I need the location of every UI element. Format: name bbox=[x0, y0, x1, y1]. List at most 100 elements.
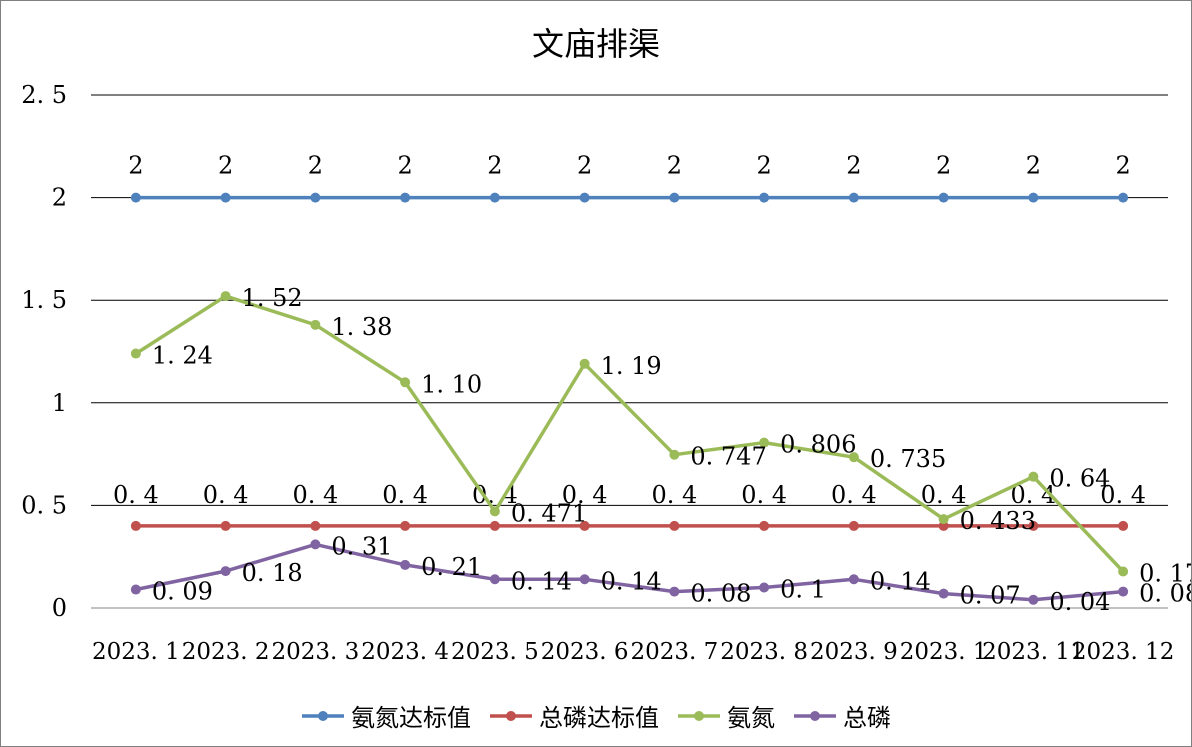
data-label: 0. 14 bbox=[511, 567, 572, 595]
data-label: 0. 14 bbox=[870, 567, 931, 595]
x-tick-label: 2023. 1 bbox=[900, 639, 988, 665]
data-label: 0. 18 bbox=[242, 559, 303, 587]
data-point bbox=[579, 520, 590, 531]
data-point bbox=[400, 192, 411, 203]
data-point bbox=[848, 574, 859, 585]
y-tick-label: 1 bbox=[52, 389, 67, 417]
data-point bbox=[938, 588, 949, 599]
data-label: 0. 735 bbox=[870, 445, 946, 473]
data-label: 0. 09 bbox=[152, 578, 213, 606]
data-point bbox=[130, 520, 141, 531]
data-label: 0. 04 bbox=[1049, 588, 1110, 616]
data-point bbox=[1028, 594, 1039, 605]
data-label: 0. 4 bbox=[1100, 481, 1146, 509]
y-tick-label: 2 bbox=[52, 184, 67, 212]
data-point bbox=[1028, 471, 1039, 482]
data-label: 0. 433 bbox=[960, 507, 1036, 535]
data-label: 0. 4 bbox=[651, 481, 697, 509]
x-tick-label: 2023. 7 bbox=[630, 639, 718, 665]
legend-item: 氨氮 bbox=[677, 698, 775, 733]
data-label: 0. 31 bbox=[331, 532, 392, 560]
data-point bbox=[489, 506, 500, 517]
data-label: 0. 4 bbox=[741, 481, 787, 509]
data-label: 1. 19 bbox=[601, 352, 662, 380]
data-label: 0. 21 bbox=[421, 553, 482, 581]
data-point bbox=[310, 319, 321, 330]
data-label: 0. 64 bbox=[1049, 465, 1110, 493]
data-point bbox=[400, 377, 411, 388]
data-label: 2 bbox=[397, 152, 412, 180]
y-tick-label: 1. 5 bbox=[21, 286, 67, 314]
data-point bbox=[1028, 192, 1039, 203]
data-point bbox=[759, 582, 770, 593]
data-point bbox=[400, 520, 411, 531]
x-tick-label: 2023. 5 bbox=[451, 639, 539, 665]
data-label: 1. 24 bbox=[152, 342, 213, 370]
data-label: 2 bbox=[756, 152, 771, 180]
data-point bbox=[400, 559, 411, 570]
data-point bbox=[1028, 520, 1039, 531]
legend-item: 氨氮达标值 bbox=[301, 698, 471, 733]
legend-label: 氨氮 bbox=[727, 704, 775, 732]
data-label: 2 bbox=[308, 152, 323, 180]
data-label: 2 bbox=[1115, 152, 1130, 180]
data-label: 0. 806 bbox=[780, 431, 856, 459]
data-label: 2 bbox=[667, 152, 682, 180]
x-tick-label: 2023. 4 bbox=[361, 639, 449, 665]
data-point bbox=[1118, 520, 1129, 531]
data-point bbox=[579, 358, 590, 369]
chart-legend: 氨氮达标值 总磷达标值 氨氮 总磷 bbox=[1, 698, 1191, 733]
data-point bbox=[669, 192, 680, 203]
data-label: 0. 4 bbox=[382, 481, 428, 509]
data-label: 0. 178 bbox=[1139, 559, 1191, 587]
data-point bbox=[579, 574, 590, 585]
data-label: 0. 4 bbox=[831, 481, 877, 509]
x-tick-label: 2023. 3 bbox=[271, 639, 359, 665]
legend-label: 总磷 bbox=[843, 704, 891, 732]
data-point bbox=[489, 520, 500, 531]
legend-swatch bbox=[490, 710, 532, 721]
x-tick-label: 2023. 9 bbox=[810, 639, 898, 665]
data-label: 0. 08 bbox=[690, 580, 751, 608]
legend-swatch bbox=[302, 710, 344, 721]
data-label: 0. 747 bbox=[690, 443, 766, 471]
data-point bbox=[669, 449, 680, 460]
x-tick-label: 2023. 11 bbox=[982, 639, 1084, 665]
y-tick-label: 2. 5 bbox=[21, 81, 67, 109]
data-point bbox=[220, 566, 231, 577]
legend-label: 总磷达标值 bbox=[539, 704, 659, 732]
data-label: 1. 10 bbox=[421, 370, 482, 398]
data-label: 0. 4 bbox=[113, 481, 159, 509]
data-label: 2 bbox=[846, 152, 861, 180]
data-label: 2 bbox=[577, 152, 592, 180]
data-point bbox=[310, 539, 321, 550]
legend-swatch bbox=[794, 710, 836, 721]
data-point bbox=[220, 192, 231, 203]
data-label: 1. 52 bbox=[242, 284, 303, 312]
data-label: 2 bbox=[1026, 152, 1041, 180]
data-label: 0. 4 bbox=[921, 481, 967, 509]
data-point bbox=[669, 520, 680, 531]
legend-item: 总磷 bbox=[793, 698, 891, 733]
legend-swatch bbox=[678, 710, 720, 721]
data-label: 0. 07 bbox=[960, 582, 1021, 610]
data-label: 2 bbox=[128, 152, 143, 180]
y-tick-label: 0 bbox=[52, 594, 67, 622]
data-point bbox=[130, 192, 141, 203]
data-point bbox=[938, 192, 949, 203]
data-point bbox=[759, 192, 770, 203]
data-point bbox=[848, 192, 859, 203]
data-point bbox=[938, 514, 949, 525]
data-label: 2 bbox=[487, 152, 502, 180]
data-point bbox=[1118, 586, 1129, 597]
data-label: 0. 4 bbox=[562, 481, 608, 509]
data-point bbox=[848, 452, 859, 463]
data-point bbox=[220, 291, 231, 302]
data-label: 0. 14 bbox=[601, 567, 662, 595]
data-label: 1. 38 bbox=[331, 313, 392, 341]
series-line bbox=[135, 542, 1124, 602]
series-line bbox=[134, 294, 1125, 573]
data-point bbox=[310, 520, 321, 531]
